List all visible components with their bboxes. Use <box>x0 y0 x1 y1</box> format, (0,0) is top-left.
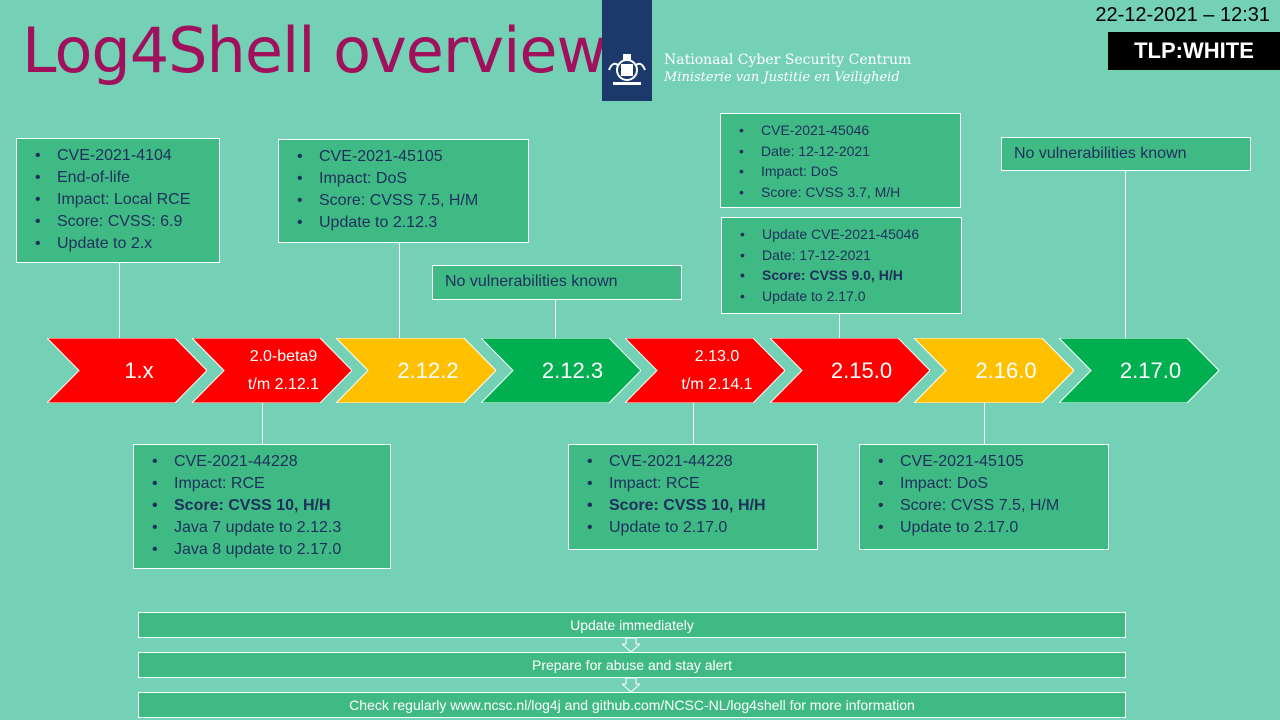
version-chevron: 1.x <box>47 338 207 403</box>
list-item: Score: CVSS 10, H/H <box>144 495 380 517</box>
action-bar-update: Update immediately <box>138 612 1126 638</box>
arrow-down-icon <box>622 678 640 692</box>
list-item: Score: CVSS 9.0, H/H <box>732 265 951 286</box>
version-label: 2.16.0 <box>975 357 1037 383</box>
list-item: Update to 2.12.3 <box>289 212 518 234</box>
date-time: 22-12-2021 – 12:31 <box>1095 4 1270 26</box>
connector-line <box>984 403 985 444</box>
info-box-2-12-2: CVE-2021-45105 Impact: DoS Score: CVSS 7… <box>278 139 529 243</box>
info-box-2-13-0: CVE-2021-44228 Impact: RCE Score: CVSS 1… <box>568 444 818 550</box>
list-item: Update to 2.17.0 <box>579 517 807 539</box>
org-name: Nationaal Cyber Security Centrum <box>664 52 912 68</box>
info-box-2-15-0-update: Update CVE-2021-45046 Date: 17-12-2021 S… <box>721 217 962 314</box>
list-item: Date: 17-12-2021 <box>732 245 951 266</box>
tlp-label: TLP:WHITE <box>1108 32 1280 70</box>
list-item: Update to 2.17.0 <box>870 517 1098 539</box>
connector-line <box>555 299 556 338</box>
info-box-2-16-0: CVE-2021-45105 Impact: DoS Score: CVSS 7… <box>859 444 1109 550</box>
list-item: Update CVE-2021-45046 <box>732 224 951 245</box>
list-item: Score: CVSS 3.7, M/H <box>731 182 950 203</box>
version-label: 2.0-beta9 <box>249 347 318 365</box>
no-vulnerabilities-text: No vulnerabilities known <box>1014 145 1187 162</box>
version-chevron: 2.12.3 <box>480 338 641 403</box>
version-chevron: 2.0-beta9 t/m 2.12.1 <box>191 338 352 403</box>
info-box-2-12-3: No vulnerabilities known <box>432 265 682 300</box>
connector-line <box>839 313 840 338</box>
info-box-2-0-beta9: CVE-2021-44228 Impact: RCE Score: CVSS 1… <box>133 444 391 569</box>
action-bar-prepare: Prepare for abuse and stay alert <box>138 652 1126 678</box>
list-item: CVE-2021-45046 <box>731 120 950 141</box>
list-item: Java 7 update to 2.12.3 <box>144 517 380 539</box>
list-item: Score: CVSS 7.5, H/M <box>870 495 1098 517</box>
list-item: CVE-2021-44228 <box>579 451 807 473</box>
version-label: 2.17.0 <box>1119 357 1182 383</box>
version-label: 2.12.2 <box>397 357 459 383</box>
version-chevron: 2.16.0 <box>914 338 1074 403</box>
list-item: Impact: DoS <box>731 161 950 182</box>
list-item: Score: CVSS 10, H/H <box>579 495 807 517</box>
version-label: 1.x <box>124 357 154 383</box>
list-item: Score: CVSS: 6.9 <box>27 211 209 233</box>
list-item: Java 8 update to 2.17.0 <box>144 539 380 561</box>
connector-line <box>399 242 400 338</box>
list-item: Impact: Local RCE <box>27 189 209 211</box>
arrow-down-icon <box>622 638 640 652</box>
version-range-label: t/m 2.12.1 <box>247 375 320 393</box>
list-item: End-of-life <box>27 167 209 189</box>
list-item: Impact: RCE <box>144 473 380 495</box>
org-ministry: Ministerie van Justitie en Veiligheid <box>664 70 900 85</box>
connector-line <box>262 403 263 444</box>
version-chevron: 2.15.0 <box>769 338 930 403</box>
list-item: CVE-2021-45105 <box>289 146 518 168</box>
list-item: Score: CVSS 7.5, H/M <box>289 190 518 212</box>
version-chevron: 2.17.0 <box>1058 338 1219 403</box>
list-item: Update to 2.17.0 <box>732 286 951 307</box>
no-vulnerabilities-text: No vulnerabilities known <box>445 273 618 290</box>
list-item: CVE-2021-44228 <box>144 451 380 473</box>
crest-icon <box>608 54 646 85</box>
page-title: Log4Shell overview <box>22 14 607 87</box>
version-label: 2.12.3 <box>541 357 604 383</box>
version-chevron: 2.13.0 t/m 2.14.1 <box>625 338 785 403</box>
info-box-2-17-0: No vulnerabilities known <box>1001 137 1251 171</box>
version-chevron: 2.12.2 <box>336 338 496 403</box>
list-item: Impact: DoS <box>289 168 518 190</box>
list-item: Impact: RCE <box>579 473 807 495</box>
list-item: CVE-2021-4104 <box>27 145 209 167</box>
connector-line <box>693 403 694 444</box>
version-label: 2.13.0 <box>694 347 740 365</box>
version-range-label: t/m 2.14.1 <box>681 375 753 393</box>
list-item: Impact: DoS <box>870 473 1098 495</box>
info-box-1x: CVE-2021-4104 End-of-life Impact: Local … <box>16 138 220 263</box>
list-item: CVE-2021-45105 <box>870 451 1098 473</box>
list-item: Update to 2.x <box>27 233 209 255</box>
action-bar-check: Check regularly www.ncsc.nl/log4j and gi… <box>138 692 1126 718</box>
connector-line <box>1125 170 1126 338</box>
list-item: Date: 12-12-2021 <box>731 141 950 162</box>
version-label: 2.15.0 <box>830 357 893 383</box>
connector-line <box>119 262 120 338</box>
info-box-2-15-0-initial: CVE-2021-45046 Date: 12-12-2021 Impact: … <box>720 113 961 208</box>
